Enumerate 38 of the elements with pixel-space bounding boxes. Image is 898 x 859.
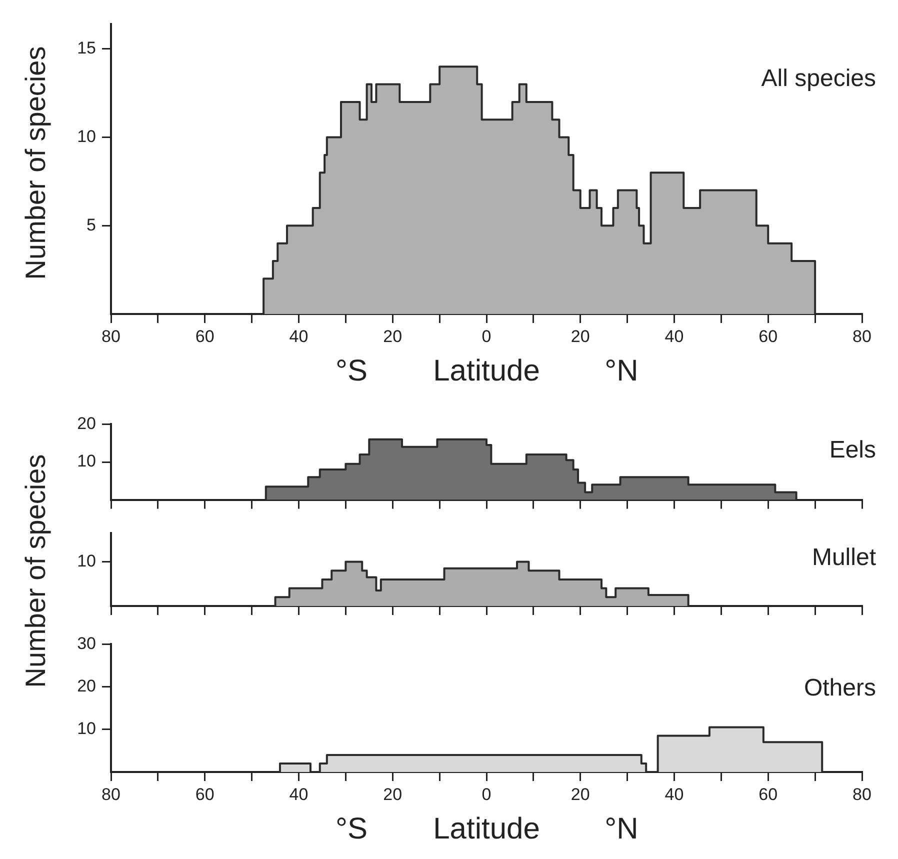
x-tick-label: 40 xyxy=(664,784,684,804)
x-tick-label: 80 xyxy=(852,326,872,346)
y-tick-label: 20 xyxy=(77,414,96,433)
x-tick-label: 0 xyxy=(482,326,492,346)
text: Eels xyxy=(829,436,876,464)
y-tick-label: 20 xyxy=(77,676,96,696)
x-tick-label: 20 xyxy=(383,784,402,804)
y-tick-label: 5 xyxy=(86,215,96,234)
x-tick-label: 60 xyxy=(758,784,778,804)
x-tick-label: 40 xyxy=(289,326,308,346)
text: Others xyxy=(804,674,876,702)
x-tick-label: 80 xyxy=(102,784,120,804)
y-tick-label: 30 xyxy=(77,634,96,653)
chart-title: Mullet xyxy=(812,544,876,572)
text: All species xyxy=(761,64,876,92)
x-tick-label: 80 xyxy=(852,784,872,804)
x-tick-label: 20 xyxy=(570,784,590,804)
x-tick-label: 20 xyxy=(383,326,402,346)
x-axis-title: Latitude xyxy=(433,812,540,846)
text: °S xyxy=(335,354,368,388)
y-axis-title: Number of species xyxy=(20,454,52,688)
y-axis-title: Number of species xyxy=(20,46,52,280)
text: °N xyxy=(604,354,638,388)
x-axis-title: Latitude xyxy=(433,354,540,388)
text: °S xyxy=(335,812,368,846)
x-tick-label: 60 xyxy=(758,326,778,346)
text: °N xyxy=(604,812,638,846)
x-tick-label: 60 xyxy=(195,784,214,804)
x-tick-label: 40 xyxy=(664,326,684,346)
y-tick-label: 15 xyxy=(77,38,96,58)
y-tick-label: 10 xyxy=(77,126,96,146)
y-tick-label: 10 xyxy=(77,452,96,471)
x-tick-label: 0 xyxy=(482,784,492,804)
x-tick-label: 20 xyxy=(570,326,590,346)
x-tick-label: 80 xyxy=(102,326,120,346)
x-tick-label: 60 xyxy=(195,326,214,346)
x-tick-label: 40 xyxy=(289,784,308,804)
y-tick-label: 10 xyxy=(77,719,96,738)
